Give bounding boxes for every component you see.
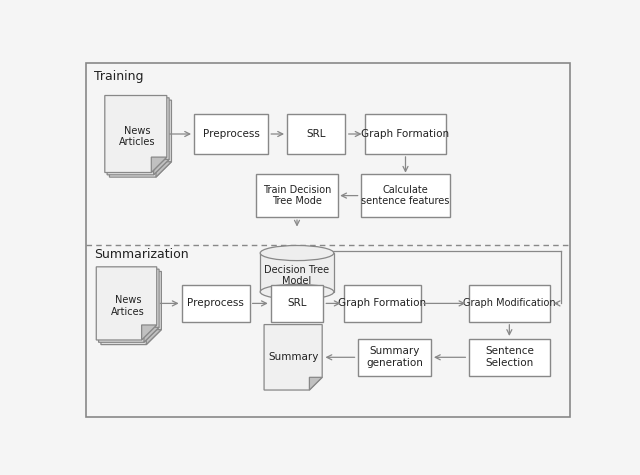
Text: Sentence
Selection: Sentence Selection — [485, 346, 534, 368]
Polygon shape — [151, 157, 167, 172]
Bar — [287, 114, 346, 154]
Text: Preprocess: Preprocess — [203, 129, 260, 139]
Text: SRL: SRL — [287, 298, 307, 308]
Ellipse shape — [260, 285, 334, 299]
Text: Summary: Summary — [268, 352, 318, 362]
Bar — [271, 285, 323, 322]
Bar — [361, 174, 450, 217]
Polygon shape — [154, 160, 169, 175]
Bar — [365, 114, 446, 154]
Text: News
Artices: News Artices — [111, 295, 145, 316]
Text: Graph Formation: Graph Formation — [338, 298, 426, 308]
Bar — [256, 174, 338, 217]
Polygon shape — [96, 267, 157, 340]
Text: Training: Training — [94, 70, 143, 83]
Polygon shape — [109, 100, 172, 177]
Bar — [260, 253, 334, 292]
Text: Decision Tree
Model: Decision Tree Model — [264, 265, 330, 286]
Text: News
Articles: News Articles — [119, 125, 156, 147]
Text: Preprocess: Preprocess — [187, 298, 244, 308]
Polygon shape — [141, 325, 157, 340]
Bar — [358, 339, 431, 376]
Polygon shape — [105, 95, 167, 172]
Bar — [468, 339, 550, 376]
Text: Calculate
sentence features: Calculate sentence features — [362, 185, 450, 207]
Text: Train Decision
Tree Mode: Train Decision Tree Mode — [263, 185, 331, 207]
Text: SRL: SRL — [307, 129, 326, 139]
Polygon shape — [144, 327, 159, 342]
Text: Graph Formation: Graph Formation — [362, 129, 449, 139]
Polygon shape — [99, 269, 159, 342]
Bar — [468, 285, 550, 322]
Polygon shape — [264, 324, 322, 390]
Text: Summary
generation: Summary generation — [366, 346, 423, 368]
Text: Summarization: Summarization — [94, 248, 189, 261]
Polygon shape — [147, 330, 161, 344]
Ellipse shape — [260, 246, 334, 261]
Bar — [344, 285, 421, 322]
Polygon shape — [107, 98, 169, 175]
Polygon shape — [101, 271, 161, 344]
Bar — [195, 114, 268, 154]
Polygon shape — [309, 377, 322, 390]
Bar — [182, 285, 250, 322]
Text: Graph Modification: Graph Modification — [463, 298, 556, 308]
Polygon shape — [156, 162, 172, 177]
